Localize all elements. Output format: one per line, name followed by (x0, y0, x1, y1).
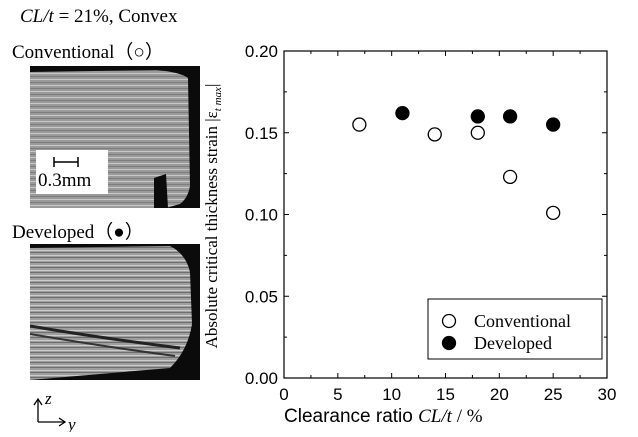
conventional-point (502, 169, 518, 185)
coordinate-axes: z y (33, 392, 76, 432)
scale-bar-box: 0.3mm (36, 150, 108, 194)
developed-point (546, 117, 561, 132)
conventional-label: Conventional（○） (12, 42, 164, 63)
scale-bar-label: 0.3mm (38, 170, 92, 191)
legend-label-conventional: Conventional (474, 311, 571, 331)
developed-point (502, 109, 518, 124)
developed-micrograph-image (30, 246, 192, 380)
legend-label-developed: Developed (474, 333, 552, 353)
x-tick-label: 30 (598, 385, 617, 404)
developed-point (470, 109, 485, 124)
x-tick-label: 15 (436, 385, 455, 404)
conventional-point (470, 125, 485, 140)
figure-title: CL/t = 21%, Convex (20, 6, 178, 27)
y-tick-label: 0.00 (245, 369, 278, 388)
y-tick-label: 0.15 (245, 124, 278, 143)
x-tick-label: 25 (544, 385, 563, 404)
legend-marker-conventional (441, 313, 457, 329)
ticks-layer: 0 5 10 15 20 25 30 0.00 0.05 0.10 0.15 0.20 (245, 42, 617, 404)
developed-point (395, 105, 410, 121)
x-tick-label: 0 (279, 385, 288, 404)
axis-y-label: y (66, 415, 76, 432)
x-tick-label: 10 (382, 385, 401, 404)
y-tick-label: 0.05 (245, 287, 278, 306)
conventional-point (352, 117, 367, 132)
y-tick-label: 0.10 (245, 206, 278, 225)
developed-label: Developed（●） (12, 222, 144, 243)
axis-z-label: z (44, 392, 52, 408)
x-axis-title: Clearance ratio CL/t / % (284, 406, 483, 427)
y-tick-label: 0.20 (245, 42, 278, 61)
conventional-point (546, 205, 561, 221)
conventional-point (427, 127, 442, 142)
developed-micrograph (30, 244, 200, 380)
scale-bar (53, 157, 79, 167)
x-tick-label: 5 (333, 385, 342, 404)
legend-box (427, 298, 603, 360)
marks-layer (352, 105, 561, 221)
legend-marker-developed (441, 335, 457, 351)
x-tick-label: 20 (490, 385, 509, 404)
y-axis-title: Absolute critical thickness strain |εt m… (201, 83, 225, 349)
